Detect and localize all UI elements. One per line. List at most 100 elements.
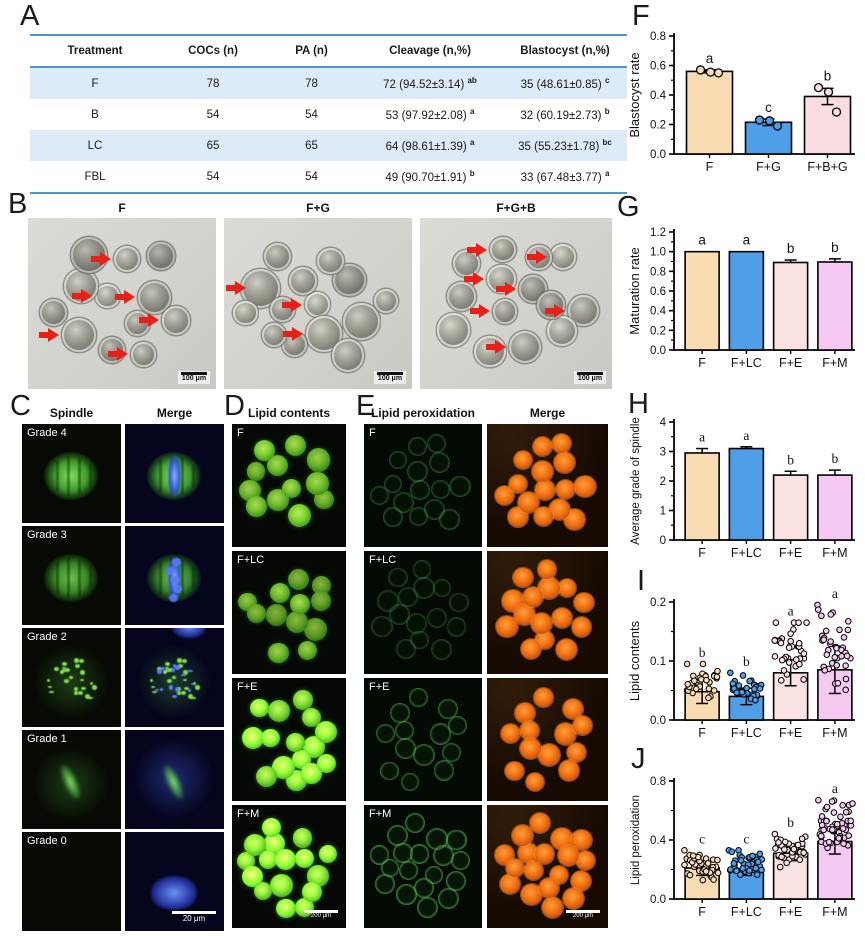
data-point bbox=[683, 660, 691, 668]
table-cell: B bbox=[91, 108, 99, 121]
data-point bbox=[794, 841, 802, 849]
oocyte-ring bbox=[386, 824, 408, 846]
oocyte-orange bbox=[532, 437, 553, 457]
scale-bar-label: 200 μm bbox=[572, 913, 594, 920]
oocyte-orange bbox=[517, 491, 539, 513]
data-point bbox=[733, 867, 740, 875]
chart-svg-F: 0.0 0.2 0.4 0.6 0.8 a Fc F+G b F+B+G Blastocyst ra… bbox=[627, 31, 855, 174]
treatment-label: F bbox=[369, 427, 376, 439]
data-point bbox=[822, 627, 830, 635]
oocyte-orange bbox=[552, 433, 572, 453]
category-label: F bbox=[698, 726, 706, 740]
embryo-cell bbox=[453, 249, 481, 277]
oocyte-orange bbox=[519, 738, 541, 760]
lipid-peroxidation-image: F bbox=[364, 424, 482, 547]
data-point bbox=[689, 852, 697, 859]
significance-letter: b bbox=[787, 452, 794, 467]
fluorescence-speckle bbox=[74, 691, 78, 696]
oocyte-ring bbox=[406, 461, 428, 483]
merge-image bbox=[125, 628, 224, 727]
oocyte-orange bbox=[554, 723, 576, 745]
data-point bbox=[785, 644, 793, 652]
data-point bbox=[840, 634, 848, 641]
oocyte-green bbox=[261, 728, 281, 748]
data-point bbox=[842, 686, 849, 694]
data-point bbox=[699, 876, 707, 884]
data-point bbox=[821, 667, 829, 674]
oocyte-green bbox=[287, 568, 310, 591]
oocyte-ring bbox=[413, 560, 432, 579]
scale-bar-line bbox=[181, 371, 207, 375]
oocyte-orange bbox=[508, 474, 527, 493]
oocyte-orange bbox=[535, 480, 555, 500]
oocyte-green bbox=[256, 766, 278, 788]
oocyte-orange bbox=[506, 859, 525, 878]
oocyte-ring bbox=[410, 480, 430, 500]
y-axis-label: Blastocyst rate bbox=[628, 52, 642, 137]
column-header-lipid-contents: Lipid contents bbox=[248, 406, 330, 420]
embryo-cell bbox=[547, 315, 578, 346]
oocyte-green bbox=[270, 873, 293, 897]
fluorescence-speckle bbox=[181, 690, 187, 695]
data-point bbox=[836, 626, 843, 634]
lipid-peroxidation-image: F+M bbox=[364, 805, 482, 928]
oocyte-orange bbox=[505, 761, 524, 780]
significance-letter: a bbox=[699, 430, 705, 445]
oocyte-orange bbox=[534, 844, 555, 865]
oocyte-orange bbox=[526, 772, 545, 791]
oocyte-ring bbox=[428, 451, 451, 473]
svg-text:0.0: 0.0 bbox=[650, 894, 666, 906]
embryo-cell bbox=[162, 306, 191, 335]
data-point bbox=[778, 853, 785, 861]
data-point bbox=[777, 639, 785, 647]
data-point bbox=[780, 667, 788, 674]
embryo-cell bbox=[549, 243, 577, 271]
oocyte-green bbox=[274, 848, 296, 871]
oocyte-ring bbox=[432, 845, 454, 867]
fluorescence-speckle bbox=[181, 659, 188, 664]
column-header-merge: Merge bbox=[156, 406, 193, 420]
significance-letter: c bbox=[765, 100, 772, 115]
oocyte-ring bbox=[414, 877, 434, 898]
oocyte-orange bbox=[566, 742, 586, 763]
scale-bar: 200 μm bbox=[566, 910, 600, 921]
fluorescence-speckle bbox=[63, 679, 70, 684]
scale-bar-label: 20 μm bbox=[182, 913, 206, 923]
fluorescence-speckle bbox=[155, 689, 159, 692]
fluorescence-speckle bbox=[54, 666, 60, 672]
embryo-cell bbox=[147, 242, 175, 270]
oocyte-green bbox=[247, 604, 267, 624]
embryo-cell bbox=[233, 300, 258, 325]
data-point bbox=[827, 611, 835, 618]
oocyte-orange bbox=[500, 723, 521, 744]
table-row: FBL 54 54 49 (90.70±1.91) b 33 (67.48±3.77) … bbox=[30, 161, 627, 192]
category-label: F+LC bbox=[731, 905, 762, 919]
data-point bbox=[831, 107, 842, 117]
fluorescence-speckle bbox=[73, 658, 80, 664]
fluorescence-speckle bbox=[163, 669, 167, 675]
fluorescence-speckle bbox=[78, 690, 84, 695]
data-point bbox=[817, 832, 825, 840]
scale-bar-label: 200 μm bbox=[310, 913, 332, 920]
data-point bbox=[823, 803, 831, 811]
merge-image bbox=[125, 526, 224, 625]
blastocyst-arrow-icon bbox=[72, 288, 93, 303]
oocyte-green bbox=[318, 845, 337, 864]
spindle-blob bbox=[44, 554, 98, 602]
data-point bbox=[823, 817, 830, 825]
fluorescence-speckle bbox=[157, 669, 163, 674]
micrograph-title: F+G+B bbox=[496, 201, 536, 215]
oocyte-green bbox=[250, 698, 269, 718]
table-header-cell: Treatment bbox=[67, 45, 123, 57]
merge-image: 200 μm bbox=[487, 805, 608, 928]
chromatin-blob bbox=[151, 876, 197, 910]
oocyte-orange bbox=[549, 499, 571, 521]
data-point bbox=[691, 677, 698, 685]
merge-image bbox=[487, 678, 608, 801]
fluorescence-speckle bbox=[174, 665, 181, 670]
embryo-cell bbox=[39, 299, 67, 327]
oocyte-green bbox=[254, 882, 273, 901]
significance-letter: b bbox=[787, 815, 794, 830]
data-point bbox=[795, 640, 803, 647]
embryo-cell bbox=[373, 289, 398, 314]
